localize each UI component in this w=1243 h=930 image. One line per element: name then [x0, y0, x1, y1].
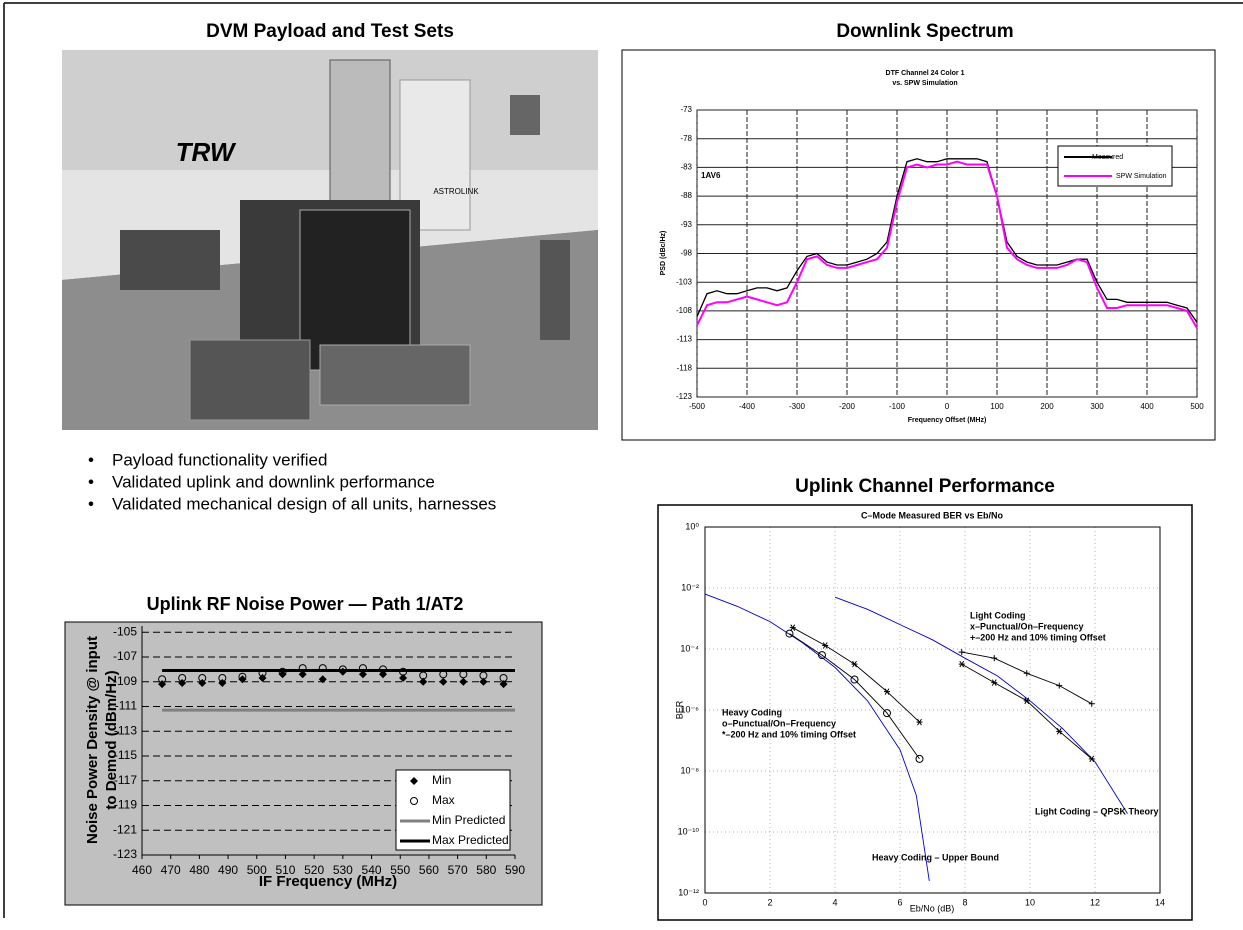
x-tick-label: -400 [739, 402, 756, 411]
x-tick-label: 480 [189, 863, 209, 877]
bullet: Payload functionality verified [112, 450, 327, 469]
x-tick-label: 560 [419, 863, 439, 877]
y-tick-label: -105 [113, 624, 137, 638]
bullet-marker: • [88, 472, 94, 491]
x-tick-label: 8 [962, 897, 967, 907]
y-tick-label: -123 [113, 847, 137, 861]
legend-label: Min Predicted [432, 813, 505, 827]
legend [1058, 146, 1172, 186]
x-tick-label: 0 [945, 402, 950, 411]
x-tick-label: 2 [767, 897, 772, 907]
x-tick-label: 12 [1090, 897, 1100, 907]
x-tick-label: -500 [689, 402, 706, 411]
section-title: DVM Payload and Test Sets [206, 21, 454, 42]
annotation: Light Coding [970, 610, 1025, 620]
bullet-marker: • [88, 494, 94, 513]
x-tick-label: 6 [897, 897, 902, 907]
x-tick-label: 400 [1140, 402, 1154, 411]
photo-text: TRW [176, 137, 237, 167]
annotation: x–Punctual/On–Frequency [970, 621, 1084, 631]
slide: DVM Payload and Test Sets TRW ASTROLINK … [0, 0, 1243, 930]
x-tick-label: 10 [1025, 897, 1035, 907]
legend-label: Measured [1092, 154, 1123, 161]
y-axis-label: BER [674, 700, 684, 719]
section-title: Uplink RF Noise Power — Path 1/AT2 [147, 594, 464, 614]
x-tick-label: 460 [132, 863, 152, 877]
y-tick-label: -118 [677, 363, 693, 372]
bullet: Validated uplink and downlink performanc… [112, 472, 435, 491]
x-axis-label: Eb/No (dB) [910, 903, 955, 913]
photo-text: ASTROLINK [433, 187, 479, 196]
bullet-marker: • [88, 450, 94, 469]
y-tick-label: 10⁰ [685, 521, 699, 531]
x-tick-label: 500 [1190, 402, 1204, 411]
x-tick-label: 590 [505, 863, 525, 877]
x-tick-label: 470 [161, 863, 181, 877]
x-tick-label: 4 [832, 897, 837, 907]
x-tick-label: 570 [448, 863, 468, 877]
x-tick-label: -100 [889, 402, 906, 411]
photo: TRW ASTROLINK [62, 50, 598, 430]
y-tick-label: 10⁻⁸ [680, 765, 699, 775]
x-tick-label: 0 [702, 897, 707, 907]
y-axis-label: to Demod (dBm/Hz) [103, 670, 120, 809]
section-title: Downlink Spectrum [836, 21, 1013, 42]
legend-label: Max Predicted [432, 833, 509, 847]
y-tick-label: -107 [113, 649, 137, 663]
y-tick-label: 10⁻¹² [678, 887, 699, 897]
legend-label: SPW Simulation [1116, 173, 1167, 180]
y-tick-label: -103 [676, 277, 693, 286]
plot-title: C–Mode Measured BER vs Eb/No [861, 510, 1004, 520]
bullet-list: • Payload functionality verified • Valid… [88, 450, 496, 513]
y-tick-label: -83 [680, 163, 692, 172]
x-tick-label: 490 [218, 863, 238, 877]
plot-title: vs. SPW Simulation [892, 80, 957, 87]
y-tick-label: -88 [680, 191, 692, 200]
y-tick-label: 10⁻² [681, 582, 699, 592]
y-tick-label: -93 [680, 220, 692, 229]
bullet: Validated mechanical design of all units… [112, 494, 496, 513]
x-tick-label: -200 [839, 402, 856, 411]
annotation: 1AV6 [701, 171, 721, 180]
x-axis-label: Frequency Offset (MHz) [908, 417, 987, 424]
y-tick-label: -113 [677, 335, 693, 344]
x-tick-label: -300 [789, 402, 806, 411]
y-tick-label: 10⁻⁴ [680, 643, 699, 653]
annotation: +–200 Hz and 10% timing Offset [970, 632, 1106, 642]
annotation: o–Punctual/On–Frequency [722, 718, 836, 728]
section-title: Uplink Channel Performance [795, 476, 1055, 497]
y-axis-label: PSD (dBc/Hz) [660, 231, 667, 276]
y-tick-label: -121 [113, 822, 137, 836]
y-axis-label: Noise Power Density @ input [84, 636, 101, 844]
y-tick-label: 10⁻¹⁰ [678, 826, 700, 836]
y-tick-label: -108 [676, 306, 693, 315]
annotation: *–200 Hz and 10% timing Offset [722, 729, 856, 739]
x-tick-label: 200 [1040, 402, 1054, 411]
annotation: Light Coding – QPSK Theory [1035, 806, 1159, 816]
x-tick-label: 100 [990, 402, 1004, 411]
legend-label: Min [432, 773, 451, 787]
annotation: Heavy Coding – Upper Bound [872, 852, 999, 862]
y-tick-label: -98 [680, 249, 692, 258]
y-tick-label: -73 [680, 105, 692, 114]
annotation: Heavy Coding [722, 707, 782, 717]
plot-title: DTF Channel 24 Color 1 [886, 70, 965, 77]
x-tick-label: 14 [1155, 897, 1165, 907]
x-axis-label: IF Frequency (MHz) [259, 873, 397, 890]
x-tick-label: 580 [476, 863, 496, 877]
y-tick-label: -123 [676, 392, 693, 401]
y-tick-label: -78 [680, 134, 692, 143]
x-tick-label: 300 [1090, 402, 1104, 411]
legend-label: Max [432, 793, 455, 807]
